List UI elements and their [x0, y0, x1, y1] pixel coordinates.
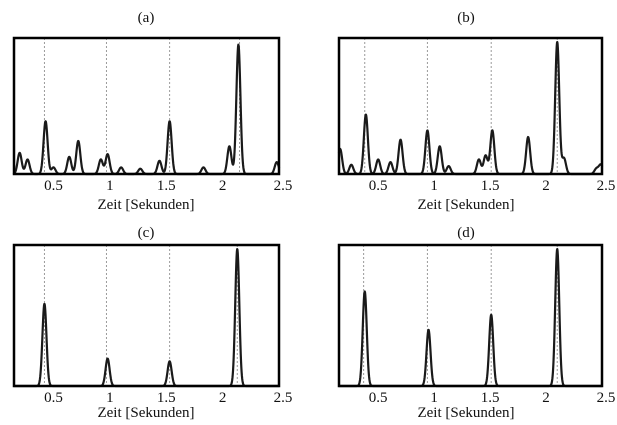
x-tick-label: 1.5	[481, 178, 500, 194]
x-tick-label: 2.5	[274, 390, 293, 406]
panel-title: (a)	[138, 10, 155, 26]
x-axis-label: Zeit [Sekunden]	[97, 405, 194, 421]
x-tick-label: 1.5	[481, 390, 500, 406]
x-tick-label: 0.5	[44, 178, 63, 194]
x-tick-label: 2.5	[597, 390, 616, 406]
x-tick-label: 2	[219, 390, 227, 406]
panel-title: (d)	[457, 225, 475, 241]
plot-frame	[337, 243, 604, 388]
x-tick-label: 1	[106, 178, 114, 194]
plot-frame	[337, 36, 604, 176]
x-axis-label: Zeit [Sekunden]	[417, 197, 514, 213]
panel-c: (c) 0.5 1 1.5 2 2.5 Zeit [Sekunden]	[12, 225, 293, 421]
x-tick-label: 1.5	[157, 178, 176, 194]
x-tick-label: 0.5	[369, 178, 388, 194]
x-tick-label: 1.5	[157, 390, 176, 406]
plot-frame	[12, 36, 281, 176]
x-tick-label: 1	[430, 390, 438, 406]
x-tick-label: 2.5	[597, 178, 616, 194]
x-tick-label: 2.5	[274, 178, 293, 194]
x-axis-label: Zeit [Sekunden]	[417, 405, 514, 421]
x-tick-label: 1	[106, 390, 114, 406]
x-tick-label: 1	[430, 178, 438, 194]
x-axis-label: Zeit [Sekunden]	[97, 197, 194, 213]
x-tick-label: 2	[542, 390, 550, 406]
panel-a: (a) 0.5 1 1.5 2 2.5 Zeit [Sekunden]	[12, 10, 293, 213]
panel-b: (b) 0.5 1 1.5 2 2.5 Zeit [Sekunden]	[337, 10, 616, 213]
x-tick-label: 0.5	[369, 390, 388, 406]
plot-frame	[12, 243, 281, 388]
signal-line	[12, 248, 281, 388]
panel-title: (c)	[138, 225, 155, 241]
x-tick-label: 2	[542, 178, 550, 194]
signal-line	[337, 40, 604, 176]
panel-d: (d) 0.5 1 1.5 2 2.5 Zeit [Sekunden]	[337, 225, 616, 421]
signal-line	[337, 247, 604, 388]
x-tick-label: 2	[219, 178, 227, 194]
x-tick-label: 0.5	[44, 390, 63, 406]
panel-title: (b)	[457, 10, 475, 26]
